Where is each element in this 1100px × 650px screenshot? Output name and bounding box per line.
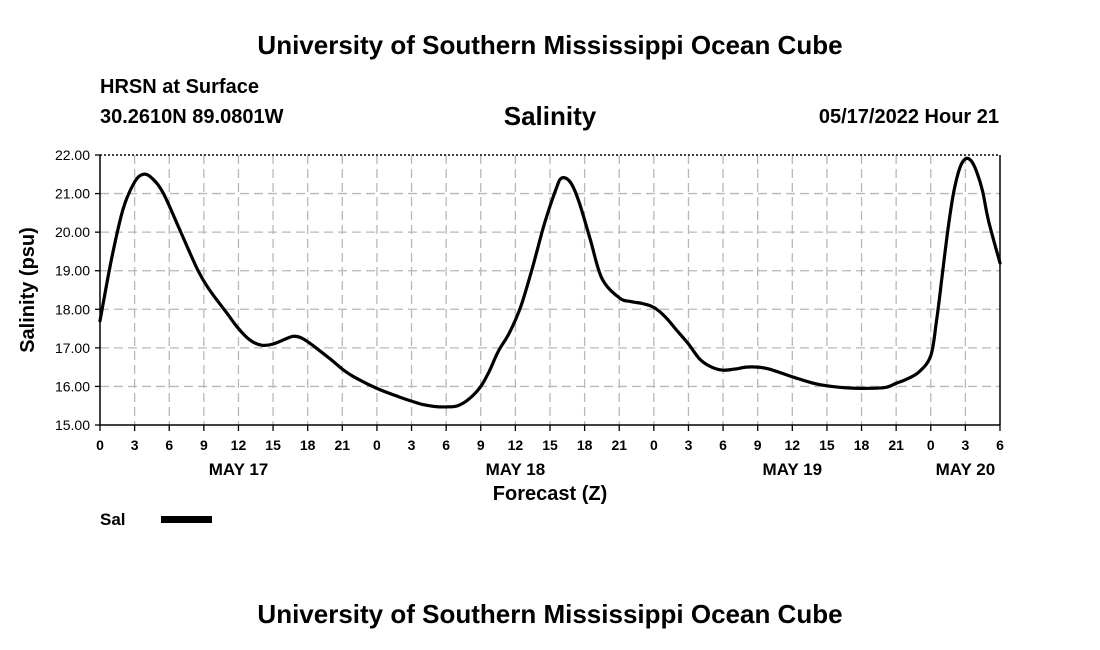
x-tick-label: 0 xyxy=(373,437,381,453)
x-tick-label: 18 xyxy=(854,437,870,453)
x-tick-label: 0 xyxy=(650,437,658,453)
x-tick-label: 12 xyxy=(508,437,524,453)
series-layer xyxy=(98,156,1002,409)
x-tick-label: 6 xyxy=(165,437,173,453)
x-tick-label: 12 xyxy=(231,437,247,453)
y-tick-label: 18.00 xyxy=(55,301,90,317)
x-tick-label: 18 xyxy=(300,437,316,453)
axis-labels: 15.00 16.00 17.00 18.00 19.00 20.00 21.00 22.00… xyxy=(17,147,1004,505)
station-label: HRSN at Surface xyxy=(100,76,259,98)
x-tick-label: 15 xyxy=(265,437,281,453)
y-tick-label: 20.00 xyxy=(55,224,90,240)
grid-lines xyxy=(100,155,1000,425)
x-tick-label: 21 xyxy=(611,437,627,453)
x-axis-title: Forecast (Z) xyxy=(493,483,607,505)
y-tick-label: 21.00 xyxy=(55,186,90,202)
day-label: MAY 18 xyxy=(486,460,546,479)
day-label: MAY 20 xyxy=(936,460,996,479)
x-tick-label: 3 xyxy=(131,437,139,453)
x-tick-label: 3 xyxy=(685,437,693,453)
y-tick-label: 19.00 xyxy=(55,263,90,279)
series-line-sal xyxy=(98,156,1002,409)
x-tick-label: 6 xyxy=(719,437,727,453)
x-tick-label: 3 xyxy=(961,437,969,453)
legend-label-sal: Sal xyxy=(100,510,126,529)
x-tick-label: 3 xyxy=(408,437,416,453)
x-tick-label: 0 xyxy=(927,437,935,453)
x-tick-label: 18 xyxy=(577,437,593,453)
y-tick-label: 22.00 xyxy=(55,147,90,163)
x-tick-label: 6 xyxy=(442,437,450,453)
forecast-datetime: 05/17/2022 Hour 21 xyxy=(818,106,999,128)
axes xyxy=(95,154,1001,431)
x-tick-label: 15 xyxy=(819,437,835,453)
x-tick-label: 9 xyxy=(754,437,762,453)
x-tick-label: 0 xyxy=(96,437,104,453)
day-label: MAY 19 xyxy=(763,460,823,479)
station-coordinates: 30.2610N 89.0801W xyxy=(100,106,284,128)
top-title: University of Southern Mississippi Ocean… xyxy=(257,30,843,60)
x-tick-label: 12 xyxy=(785,437,801,453)
legend-swatch-sal xyxy=(161,516,212,523)
day-label: MAY 17 xyxy=(209,460,269,479)
x-tick-label: 9 xyxy=(200,437,208,453)
y-tick-label: 15.00 xyxy=(55,417,90,433)
bottom-title: University of Southern Mississippi Ocean… xyxy=(257,599,843,629)
x-tick-label: 21 xyxy=(335,437,351,453)
x-tick-label: 9 xyxy=(477,437,485,453)
chart-title: Salinity xyxy=(503,101,597,131)
x-tick-label: 15 xyxy=(542,437,558,453)
x-tick-label: 21 xyxy=(888,437,904,453)
y-tick-label: 16.00 xyxy=(55,378,90,394)
y-axis-title: Salinity (psu) xyxy=(17,227,39,353)
y-tick-label: 17.00 xyxy=(55,340,90,356)
x-tick-label: 6 xyxy=(996,437,1004,453)
